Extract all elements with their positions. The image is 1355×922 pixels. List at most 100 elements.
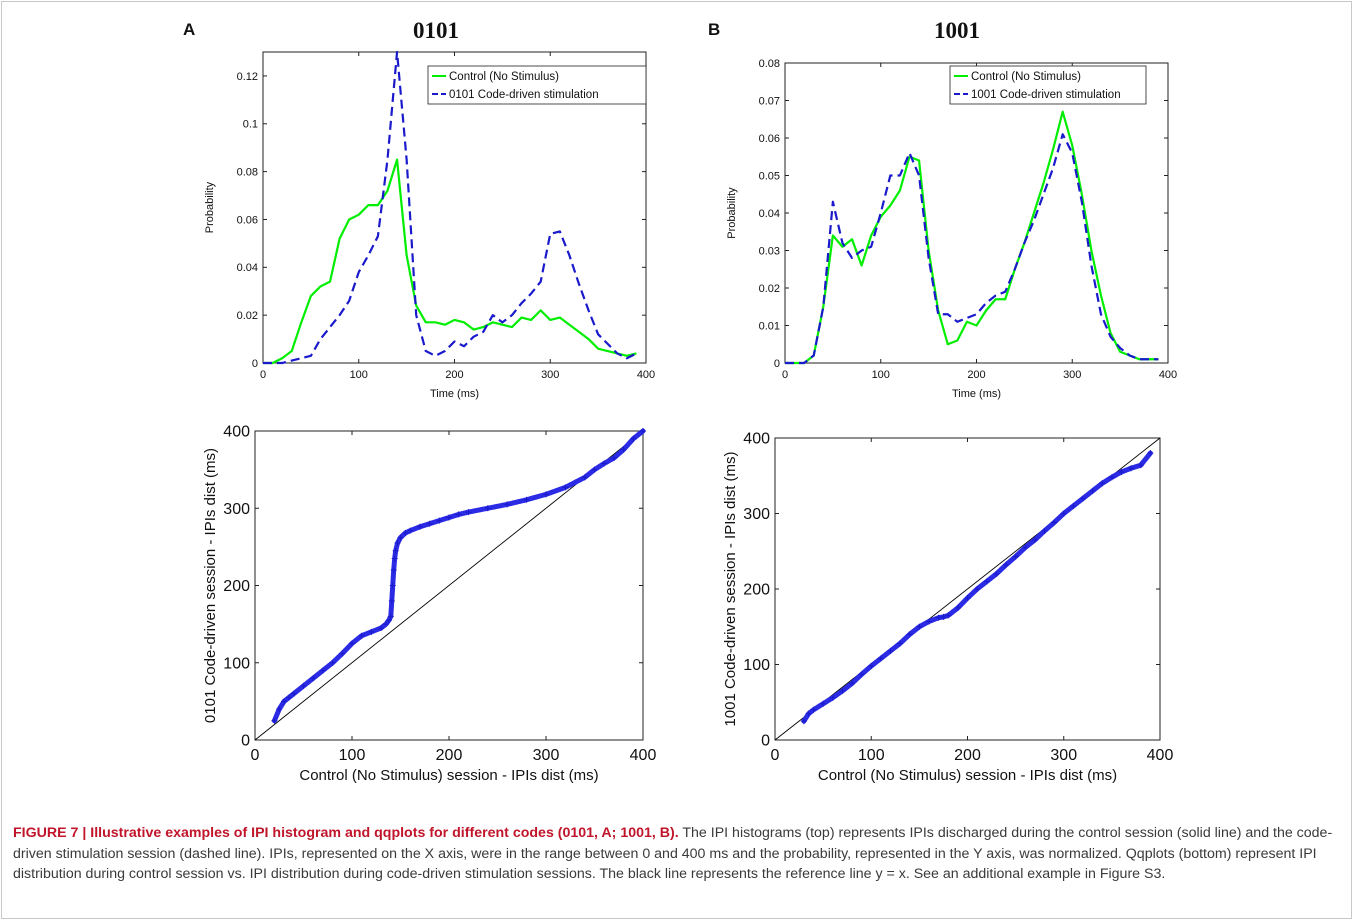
y-tick-label: 100: [223, 655, 250, 672]
y-tick-label: 300: [223, 501, 250, 518]
legend-box: [427, 65, 647, 105]
qq-marker: [1080, 495, 1086, 502]
legend: Control (No Stimulus) 0101 Code-driven st…: [427, 65, 647, 105]
x-tick-label: 400: [1159, 369, 1177, 381]
y-tick-label: 200: [223, 578, 250, 595]
y-tick-label: 0: [774, 358, 780, 370]
y-tick-label: 0.1: [243, 119, 258, 131]
qq-marker: [940, 613, 947, 620]
qq-marker: [805, 710, 812, 717]
y-axis-label: Probability: [204, 181, 216, 233]
legend-box: [949, 65, 1147, 105]
qq-marker: [276, 706, 283, 713]
x-tick-label: 300: [1050, 747, 1077, 764]
qq-marker: [610, 455, 617, 462]
qq-band: [271, 428, 646, 724]
qq-marker: [391, 555, 398, 562]
qq-marker: [601, 460, 608, 467]
qq-marker: [484, 505, 491, 512]
qq-marker: [877, 655, 884, 662]
y-tick-label: 0.12: [237, 71, 258, 83]
qq-marker: [983, 578, 990, 585]
y-axis-label: 1001 Code-driven session - IPIs dist (ms…: [722, 451, 739, 726]
chart-4: 0 100 200 300 400 0 100 200 300 400 Control (No St…: [722, 431, 1173, 784]
y-tick-label: 300: [743, 506, 770, 523]
qq-marker: [385, 617, 392, 624]
qq-marker: [620, 446, 627, 453]
qq-marker: [389, 582, 396, 589]
qq-marker: [820, 700, 827, 707]
qq-marker: [455, 511, 462, 518]
qq-marker: [387, 613, 394, 620]
panel-letter-a: A: [183, 20, 196, 39]
x-tick-label: 300: [541, 369, 559, 381]
panel-title-b: 1001: [934, 18, 980, 43]
qq-marker: [1089, 487, 1096, 494]
qq-marker: [1137, 462, 1144, 469]
x-tick-label: 200: [445, 369, 463, 381]
x-axis-label: Time (ms): [430, 388, 479, 400]
qq-marker: [465, 509, 472, 516]
qq-marker: [300, 682, 307, 689]
qq-marker: [402, 529, 409, 536]
x-tick-label: 300: [1063, 369, 1081, 381]
y-tick-label: 0.02: [237, 310, 258, 322]
qq-marker: [1128, 465, 1135, 472]
legend-label: Control (No Stimulus): [971, 71, 1081, 83]
qq-marker: [1031, 536, 1038, 543]
x-tick-label: 400: [630, 747, 657, 764]
qq-marker: [964, 595, 971, 602]
y-tick-label: 0.05: [759, 170, 780, 182]
qq-marker: [392, 547, 399, 554]
qq-marker: [368, 628, 375, 635]
qq-marker: [1099, 480, 1106, 487]
series-line-1: [263, 158, 637, 365]
qq-marker: [1022, 544, 1029, 551]
y-tick-label: 0.08: [237, 166, 258, 178]
qq-marker: [630, 435, 637, 442]
qq-marker: [329, 659, 336, 666]
qq-marker: [290, 690, 297, 697]
qq-marker: [390, 567, 397, 574]
legend-label: 0101 Code-driven stimulation: [449, 89, 599, 101]
y-tick-label: 0.01: [759, 320, 780, 332]
qq-marker: [1012, 553, 1019, 560]
x-tick-label: 0: [771, 747, 780, 764]
x-tick-label: 100: [350, 369, 368, 381]
qq-marker: [416, 523, 423, 530]
y-tick-label: 0: [761, 733, 770, 750]
qq-marker: [562, 484, 569, 491]
qq-marker: [993, 570, 1000, 577]
qq-marker: [285, 694, 292, 701]
panel-title-a: 0101: [413, 18, 459, 43]
series-line-2: [263, 50, 637, 365]
qq-marker: [504, 501, 511, 508]
x-tick-label: 0: [782, 369, 788, 381]
qq-marker: [916, 623, 923, 630]
x-tick-label: 100: [858, 747, 885, 764]
qq-marker: [382, 621, 389, 628]
qq-marker: [839, 687, 846, 694]
qq-marker: [281, 698, 288, 705]
qq-marker: [1070, 502, 1077, 509]
series-line-2: [785, 133, 1159, 365]
qq-marker: [407, 527, 414, 534]
qq-marker: [339, 650, 346, 657]
y-tick-label: 200: [743, 582, 770, 599]
caption-body: The IPI histograms (top) represents IPIs…: [13, 825, 1333, 882]
qq-marker: [397, 534, 404, 541]
chart-3: 0 100 200 300 400 0 100 200 300 400 Control (No St…: [202, 424, 656, 784]
qq-marker: [319, 667, 326, 674]
qq-marker: [868, 663, 875, 670]
x-axis-label: Control (No Stimulus) session - IPIs dis…: [299, 767, 598, 784]
y-tick-label: 0.07: [759, 95, 780, 107]
panel-letter-b: B: [708, 20, 721, 39]
x-axis-label: Control (No Stimulus) session - IPIs dis…: [818, 767, 1117, 784]
qq-marker: [591, 466, 598, 473]
x-tick-label: 100: [339, 747, 366, 764]
qq-marker: [271, 717, 278, 724]
qq-marker: [858, 671, 865, 678]
y-tick-label: 100: [743, 657, 770, 674]
